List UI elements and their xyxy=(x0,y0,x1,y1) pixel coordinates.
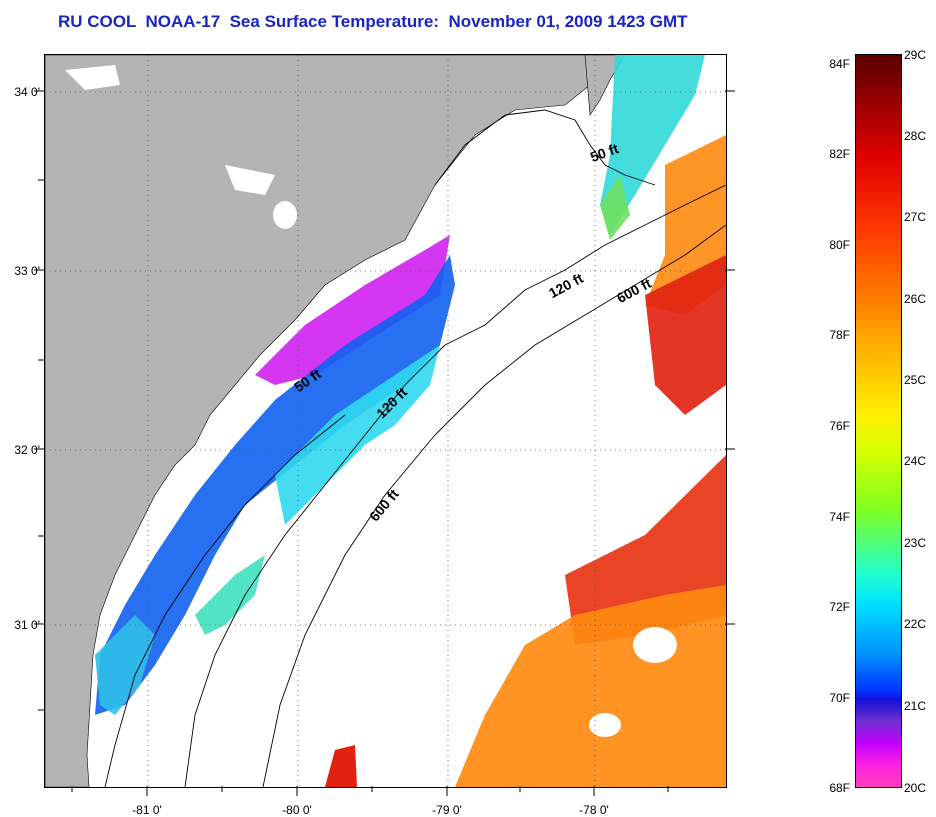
lon-label-81: -81 0' xyxy=(132,803,162,817)
lon-label-78: -78 0' xyxy=(579,803,609,817)
sst-cyan-far-south xyxy=(95,615,155,715)
temperature-colorbar xyxy=(855,54,902,788)
cbar-f-78: 78F xyxy=(829,328,850,342)
lat-label-34: 34 0' xyxy=(14,85,40,99)
cloud-hole xyxy=(589,713,621,737)
sst-red-mid xyxy=(645,255,726,415)
cbar-f-80: 80F xyxy=(829,238,850,252)
contour-600ft xyxy=(262,224,726,787)
cloud-hole xyxy=(633,627,677,663)
sst-cyan-band xyxy=(275,345,440,525)
sst-magenta-band xyxy=(255,235,450,385)
cbar-c-25: 25C xyxy=(904,373,927,387)
cbar-f-72: 72F xyxy=(829,600,850,614)
cbar-c-23: 23C xyxy=(904,536,927,550)
cbar-f-82: 82F xyxy=(829,147,850,161)
sst-cyan-south xyxy=(195,555,265,635)
sst-ne-cyan-patch xyxy=(600,55,705,235)
cbar-f-74: 74F xyxy=(829,510,850,524)
cbar-f-84: 84F xyxy=(829,57,850,71)
map-title: RU COOL NOAA-17 Sea Surface Temperature:… xyxy=(58,12,688,31)
cbar-c-28: 28C xyxy=(904,129,927,143)
lat-label-33: 33 0' xyxy=(14,264,40,278)
cbar-c-22: 22C xyxy=(904,617,927,631)
cbar-c-20: 20C xyxy=(904,781,927,795)
cbar-c-24: 24C xyxy=(904,454,927,468)
contour-50ft-south xyxy=(104,414,346,787)
lat-label-31: 31 0' xyxy=(14,618,40,632)
sst-map xyxy=(44,54,727,788)
sst-red-spot xyxy=(325,745,357,787)
cbar-c-21: 21C xyxy=(904,699,927,713)
contour-50ft xyxy=(434,109,656,186)
lon-label-80: -80 0' xyxy=(282,803,312,817)
sst-blue-band xyxy=(95,255,455,715)
map-canvas xyxy=(45,55,726,787)
lat-label-32: 32 0' xyxy=(14,443,40,457)
cbar-f-70: 70F xyxy=(829,691,850,705)
sst-ne-green-patch xyxy=(600,175,630,240)
contour-120ft xyxy=(444,184,726,346)
contour-120ft-south xyxy=(184,344,446,787)
cbar-f-76: 76F xyxy=(829,419,850,433)
grid-lines xyxy=(45,55,726,787)
cbar-c-26: 26C xyxy=(904,292,927,306)
cbar-c-29: 29C xyxy=(904,48,927,62)
cbar-f-68: 68F xyxy=(829,781,850,795)
cloud-hole xyxy=(225,165,275,195)
cbar-c-27: 27C xyxy=(904,210,927,224)
lon-label-79: -79 0' xyxy=(432,803,462,817)
cloud-hole xyxy=(65,65,120,90)
cloud-hole xyxy=(273,201,297,229)
